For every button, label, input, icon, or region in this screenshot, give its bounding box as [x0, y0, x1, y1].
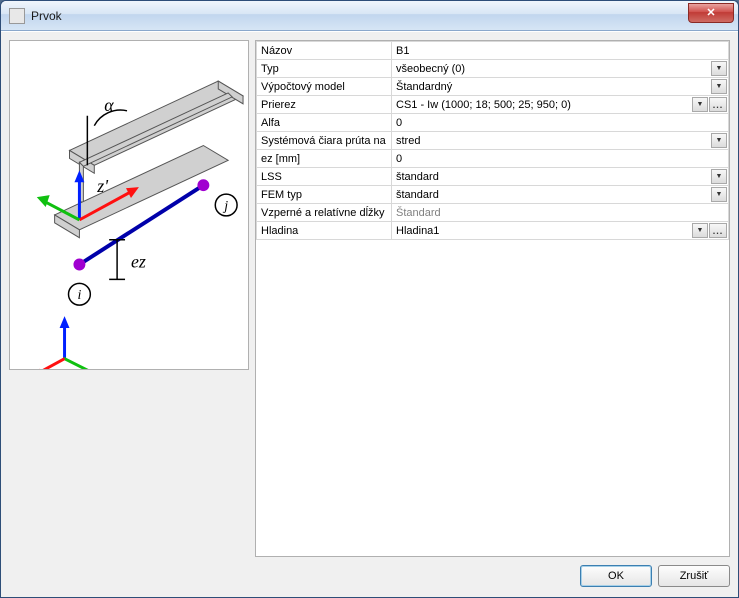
property-value: Štandard — [392, 204, 729, 222]
property-label: Prierez — [257, 96, 392, 114]
property-row: LSS štandard ▼ — [257, 168, 729, 186]
more-button[interactable]: ... — [709, 223, 727, 238]
property-value[interactable]: B1 — [392, 42, 729, 60]
dialog-footer: OK Zrušiť — [9, 557, 730, 589]
property-value[interactable]: stred ▼ — [392, 132, 729, 150]
property-label: Hladina — [257, 222, 392, 240]
property-value-text: štandard — [396, 171, 439, 183]
dropdown-arrow-icon[interactable]: ▼ — [711, 133, 727, 148]
property-row: Názov B1 — [257, 42, 729, 60]
property-row: Alfa 0 — [257, 114, 729, 132]
property-label: ez [mm] — [257, 150, 392, 168]
property-row: Hladina Hladina1 ▼... — [257, 222, 729, 240]
dropdown-arrow-icon[interactable]: ▼ — [711, 79, 727, 94]
app-icon — [9, 8, 25, 24]
dropdown-arrow-icon[interactable]: ▼ — [711, 169, 727, 184]
node-i — [73, 259, 85, 271]
property-value-text: Hladina1 — [396, 225, 439, 237]
dropdown-arrow-icon[interactable]: ▼ — [692, 223, 708, 238]
property-value[interactable]: Štandardný ▼ — [392, 78, 729, 96]
preview-panel: i j ez α — [9, 40, 249, 370]
property-value[interactable]: štandard ▼ — [392, 168, 729, 186]
property-value-text: všeobecný (0) — [396, 63, 465, 75]
property-label: Alfa — [257, 114, 392, 132]
label-ez: ez — [131, 251, 146, 271]
property-row: Typ všeobecný (0) ▼ — [257, 60, 729, 78]
property-label: Typ — [257, 60, 392, 78]
ok-button[interactable]: OK — [580, 565, 652, 587]
property-label: Názov — [257, 42, 392, 60]
property-value-text: štandard — [396, 189, 439, 201]
property-value[interactable]: CS1 - Iw (1000; 18; 500; 25; 950; 0) ▼... — [392, 96, 729, 114]
property-row: Vzperné a relatívne dĺžky Štandard — [257, 204, 729, 222]
content-row: i j ez α — [9, 40, 730, 557]
property-value-text: 0 — [396, 117, 402, 129]
property-value[interactable]: 0 — [392, 150, 729, 168]
property-value[interactable]: 0 — [392, 114, 729, 132]
property-label: Systémová čiara prúta na — [257, 132, 392, 150]
more-button[interactable]: ... — [709, 97, 727, 112]
property-value-text: stred — [396, 135, 420, 147]
client-area: i j ez α — [1, 31, 738, 597]
property-row: FEM typ štandard ▼ — [257, 186, 729, 204]
window-title: Prvok — [31, 9, 688, 23]
property-grid: NázovB1Typvšeobecný (0)▼Výpočtový modelŠ… — [255, 40, 730, 557]
property-value-text: Štandard — [396, 207, 441, 219]
property-value-text: Štandardný — [396, 81, 452, 93]
property-value-text: CS1 - Iw (1000; 18; 500; 25; 950; 0) — [396, 99, 571, 111]
node-j — [197, 179, 209, 191]
cancel-button[interactable]: Zrušiť — [658, 565, 730, 587]
property-value-text: 0 — [396, 153, 402, 165]
property-label: Vzperné a relatívne dĺžky — [257, 204, 392, 222]
property-value[interactable]: Hladina1 ▼... — [392, 222, 729, 240]
property-row: Výpočtový model Štandardný ▼ — [257, 78, 729, 96]
property-label: Výpočtový model — [257, 78, 392, 96]
titlebar: Prvok ✕ — [1, 1, 738, 31]
dropdown-arrow-icon[interactable]: ▼ — [711, 61, 727, 76]
property-label: LSS — [257, 168, 392, 186]
property-row: Systémová čiara prúta na stred ▼ — [257, 132, 729, 150]
property-row: ez [mm] 0 — [257, 150, 729, 168]
property-value-text: B1 — [396, 45, 409, 57]
property-row: PrierezCS1 - Iw (1000; 18; 500; 25; 950;… — [257, 96, 729, 114]
beam-diagram: i j ez α — [10, 41, 248, 369]
property-label: FEM typ — [257, 186, 392, 204]
label-alpha: α — [104, 95, 114, 115]
property-value[interactable]: štandard ▼ — [392, 186, 729, 204]
dialog-window: Prvok ✕ — [0, 0, 739, 598]
label-z: z' — [96, 176, 109, 196]
dropdown-arrow-icon[interactable]: ▼ — [692, 97, 708, 112]
close-button[interactable]: ✕ — [688, 3, 734, 23]
label-i: i — [77, 288, 81, 303]
property-value[interactable]: všeobecný (0) ▼ — [392, 60, 729, 78]
dropdown-arrow-icon[interactable]: ▼ — [711, 187, 727, 202]
